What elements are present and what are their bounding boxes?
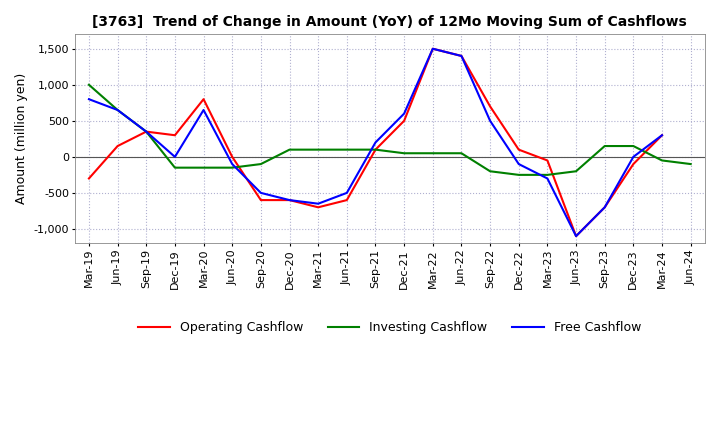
Free Cashflow bbox=[228, 161, 237, 167]
Free Cashflow bbox=[343, 190, 351, 195]
Operating Cashflow bbox=[400, 118, 408, 124]
Investing Cashflow bbox=[543, 172, 552, 177]
Operating Cashflow bbox=[371, 147, 379, 152]
Legend: Operating Cashflow, Investing Cashflow, Free Cashflow: Operating Cashflow, Investing Cashflow, … bbox=[133, 316, 646, 340]
Investing Cashflow bbox=[285, 147, 294, 152]
Investing Cashflow bbox=[85, 82, 94, 88]
Free Cashflow bbox=[142, 129, 150, 134]
Operating Cashflow bbox=[343, 198, 351, 203]
Investing Cashflow bbox=[428, 150, 437, 156]
Free Cashflow bbox=[572, 234, 580, 239]
Free Cashflow bbox=[514, 161, 523, 167]
Free Cashflow bbox=[543, 176, 552, 181]
Line: Free Cashflow: Free Cashflow bbox=[89, 49, 662, 236]
Investing Cashflow bbox=[113, 107, 122, 113]
Operating Cashflow bbox=[657, 132, 666, 138]
Operating Cashflow bbox=[228, 154, 237, 159]
Investing Cashflow bbox=[629, 143, 638, 149]
Operating Cashflow bbox=[314, 205, 323, 210]
Free Cashflow bbox=[371, 140, 379, 145]
Line: Operating Cashflow: Operating Cashflow bbox=[89, 49, 662, 236]
Operating Cashflow bbox=[629, 161, 638, 167]
Operating Cashflow bbox=[600, 205, 609, 210]
Free Cashflow bbox=[428, 46, 437, 51]
Investing Cashflow bbox=[343, 147, 351, 152]
Operating Cashflow bbox=[256, 198, 265, 203]
Operating Cashflow bbox=[543, 158, 552, 163]
Investing Cashflow bbox=[686, 161, 695, 167]
Investing Cashflow bbox=[171, 165, 179, 170]
Free Cashflow bbox=[285, 198, 294, 203]
Investing Cashflow bbox=[572, 169, 580, 174]
Free Cashflow bbox=[600, 205, 609, 210]
Free Cashflow bbox=[171, 154, 179, 159]
Investing Cashflow bbox=[314, 147, 323, 152]
Operating Cashflow bbox=[171, 132, 179, 138]
Investing Cashflow bbox=[486, 169, 495, 174]
Free Cashflow bbox=[314, 201, 323, 206]
Title: [3763]  Trend of Change in Amount (YoY) of 12Mo Moving Sum of Cashflows: [3763] Trend of Change in Amount (YoY) o… bbox=[92, 15, 687, 29]
Investing Cashflow bbox=[199, 165, 208, 170]
Operating Cashflow bbox=[113, 143, 122, 149]
Operating Cashflow bbox=[428, 46, 437, 51]
Investing Cashflow bbox=[142, 129, 150, 134]
Line: Investing Cashflow: Investing Cashflow bbox=[89, 85, 690, 175]
Y-axis label: Amount (million yen): Amount (million yen) bbox=[15, 73, 28, 205]
Free Cashflow bbox=[400, 111, 408, 116]
Operating Cashflow bbox=[514, 147, 523, 152]
Investing Cashflow bbox=[256, 161, 265, 167]
Investing Cashflow bbox=[600, 143, 609, 149]
Operating Cashflow bbox=[457, 53, 466, 59]
Operating Cashflow bbox=[572, 234, 580, 239]
Free Cashflow bbox=[486, 118, 495, 124]
Free Cashflow bbox=[199, 107, 208, 113]
Operating Cashflow bbox=[486, 104, 495, 109]
Investing Cashflow bbox=[228, 165, 237, 170]
Operating Cashflow bbox=[85, 176, 94, 181]
Free Cashflow bbox=[256, 190, 265, 195]
Investing Cashflow bbox=[514, 172, 523, 177]
Operating Cashflow bbox=[142, 129, 150, 134]
Investing Cashflow bbox=[657, 158, 666, 163]
Operating Cashflow bbox=[285, 198, 294, 203]
Free Cashflow bbox=[113, 107, 122, 113]
Free Cashflow bbox=[629, 154, 638, 159]
Investing Cashflow bbox=[371, 147, 379, 152]
Free Cashflow bbox=[85, 96, 94, 102]
Investing Cashflow bbox=[400, 150, 408, 156]
Free Cashflow bbox=[657, 132, 666, 138]
Investing Cashflow bbox=[457, 150, 466, 156]
Free Cashflow bbox=[457, 53, 466, 59]
Operating Cashflow bbox=[199, 96, 208, 102]
